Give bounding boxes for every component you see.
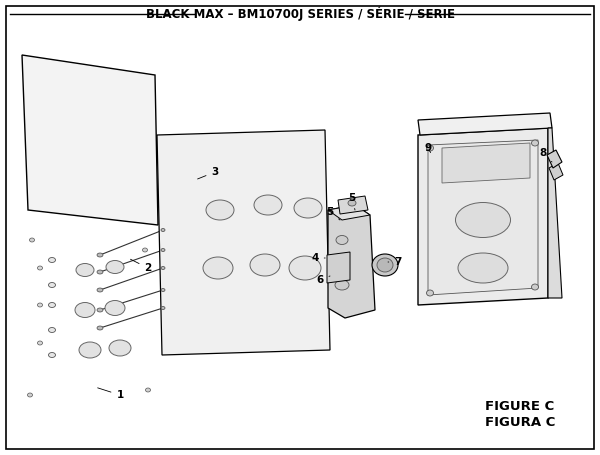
Ellipse shape (105, 300, 125, 315)
Ellipse shape (146, 388, 151, 392)
Polygon shape (442, 143, 530, 183)
Ellipse shape (49, 258, 56, 263)
Ellipse shape (161, 267, 165, 269)
Polygon shape (157, 130, 330, 355)
Text: BLACK MAX – BM10700J SERIES / SÉRIE / SERIE: BLACK MAX – BM10700J SERIES / SÉRIE / SE… (146, 7, 455, 21)
Ellipse shape (76, 263, 94, 277)
Ellipse shape (532, 140, 539, 146)
Ellipse shape (29, 238, 35, 242)
Ellipse shape (97, 288, 103, 292)
Text: 6: 6 (316, 275, 330, 285)
Ellipse shape (289, 256, 321, 280)
Text: 2: 2 (130, 259, 152, 273)
Text: 7: 7 (388, 257, 401, 267)
Ellipse shape (294, 198, 322, 218)
Ellipse shape (97, 308, 103, 312)
Ellipse shape (532, 284, 539, 290)
Ellipse shape (377, 258, 393, 272)
Ellipse shape (250, 254, 280, 276)
Polygon shape (547, 150, 562, 168)
Ellipse shape (161, 228, 165, 232)
Ellipse shape (161, 248, 165, 252)
Ellipse shape (206, 200, 234, 220)
Polygon shape (328, 205, 370, 220)
Ellipse shape (49, 283, 56, 288)
Ellipse shape (458, 253, 508, 283)
Polygon shape (22, 55, 158, 225)
Ellipse shape (427, 290, 433, 296)
Ellipse shape (97, 270, 103, 274)
Polygon shape (428, 140, 538, 295)
Ellipse shape (143, 248, 148, 252)
Ellipse shape (37, 341, 43, 345)
Ellipse shape (37, 303, 43, 307)
Polygon shape (418, 128, 548, 305)
Ellipse shape (28, 393, 32, 397)
Ellipse shape (254, 195, 282, 215)
Polygon shape (548, 128, 562, 298)
Ellipse shape (75, 303, 95, 318)
Text: 1: 1 (98, 388, 124, 400)
Text: 9: 9 (424, 143, 431, 153)
Ellipse shape (109, 340, 131, 356)
Ellipse shape (106, 261, 124, 273)
Ellipse shape (455, 202, 511, 238)
Ellipse shape (49, 328, 56, 333)
Polygon shape (549, 163, 563, 180)
Ellipse shape (37, 266, 43, 270)
Text: 3: 3 (197, 167, 218, 179)
Ellipse shape (336, 236, 348, 244)
Ellipse shape (348, 200, 356, 206)
Text: FIGURE C: FIGURE C (485, 400, 554, 414)
Ellipse shape (79, 342, 101, 358)
Text: 4: 4 (311, 253, 325, 263)
Ellipse shape (335, 280, 349, 290)
Ellipse shape (97, 326, 103, 330)
Polygon shape (338, 196, 368, 214)
Ellipse shape (49, 353, 56, 358)
Ellipse shape (97, 253, 103, 257)
Text: 5: 5 (349, 193, 356, 210)
Text: 8: 8 (539, 148, 552, 162)
Ellipse shape (203, 257, 233, 279)
Text: 5: 5 (326, 207, 340, 220)
Polygon shape (418, 113, 552, 135)
FancyBboxPatch shape (6, 6, 594, 449)
Ellipse shape (161, 288, 165, 292)
Text: FIGURA C: FIGURA C (485, 415, 555, 429)
Ellipse shape (49, 303, 56, 308)
Polygon shape (328, 205, 375, 318)
Ellipse shape (372, 254, 398, 276)
Ellipse shape (161, 307, 165, 309)
Ellipse shape (427, 145, 433, 151)
Ellipse shape (336, 256, 348, 264)
Polygon shape (327, 252, 350, 283)
